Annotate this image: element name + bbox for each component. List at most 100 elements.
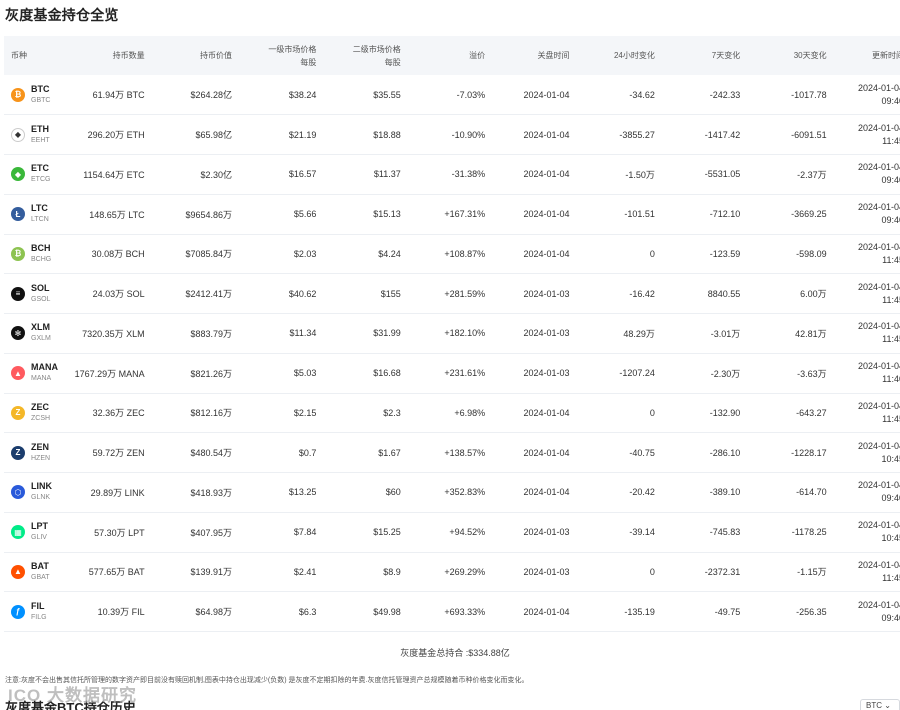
updated-time: 09:40 [881,95,900,106]
updated-date: 2024-01-04 [857,82,900,93]
coin-cell: ◆ ETH EEHT [4,114,65,155]
table-row[interactable]: Ł LTC LTCN 148.65万 LTC $9654.86万 $5.66 $15.13 +… [4,194,900,235]
updated-date: 2024-01-04 [857,241,900,252]
table-row[interactable]: Z ZEN HZEN 59.72万 ZEN $480.54万 $0.7 $1.67 +138.… [4,432,900,473]
change-24h-cell: -3855.27 [569,114,655,155]
change-7d-cell: -2.30万 [654,353,741,394]
value-cell: $7085.84万 [144,234,232,275]
updated-time: 09:40 [881,612,900,623]
updated-cell: 2024-01-04 10:45 [826,512,900,553]
secondary-price-cell: $2.3 [316,393,401,434]
total-holdings: 灰度基金总持合 :$334.88亿 [400,648,510,658]
zec-icon: Z [11,405,25,420]
secondary-price-cell: $49.98 [316,591,401,632]
mana-icon: ▲ [11,366,25,381]
updated-cell: 2024-01-04 09:40 [826,154,900,195]
value-cell: $65.98亿 [144,114,232,155]
updated-time: 10:45 [881,533,900,544]
table-row[interactable]: Z ZEC ZCSH 32.36万 ZEC $812.16万 $2.15 $2.3 +6.98… [4,393,900,434]
updated-cell: 2024-01-04 11:45 [826,552,900,593]
primary-price-cell: $5.66 [231,194,317,235]
updated-time: 11:45 [882,572,900,583]
primary-price-cell: $38.24 [231,75,317,116]
updated-date: 2024-01-04 [857,520,900,531]
change-7d-cell: -286.10 [654,432,741,473]
amount-cell: 30.08万 BCH [64,234,145,275]
change-24h-cell: 0 [569,234,655,275]
change-30d-cell: -1017.78 [740,75,827,116]
table-row[interactable]: ✻ XLM GXLM 7320.35万 XLM $883.79万 $11.34 $31.99… [4,313,900,354]
premium-cell: -31.38% [400,154,486,195]
col-primary-price-line2: 每股 [300,57,317,67]
table-row[interactable]: ◆ ETC ETCG 1154.64万 ETC $2.30亿 $16.57 $11.37 -3… [4,154,900,195]
primary-price-cell: $13.25 [231,472,317,513]
trust-symbol: ETCG [31,176,51,184]
col-close-date: 关盘时间 [485,36,570,75]
table-row[interactable]: ▲ BAT GBAT 577.65万 BAT $139.91万 $2.41 $8.9 +269… [4,552,900,593]
change-7d-cell: -389.10 [654,472,741,513]
trust-symbol: LTCN [31,216,49,224]
change-30d-cell: -256.35 [740,591,827,632]
premium-cell: +182.10% [400,313,486,354]
change-24h-cell: -34.62 [569,75,655,116]
table-row[interactable]: ≡ SOL GSOL 24.03万 SOL $2412.41万 $40.62 $155 +28… [4,273,900,314]
change-24h-cell: 0 [569,393,655,434]
amount-cell: 61.94万 BTC [64,75,145,116]
value-cell: $2412.41万 [144,273,232,314]
table-row[interactable]: ▦ LPT GLIV 57.30万 LPT $407.95万 $7.84 $15.25 +94… [4,512,900,553]
holdings-table: 币种 持币数量 持币价值 一级市场价格 每股 二级市场价格 每股 溢价 关盘时间 2… [4,36,900,632]
trust-symbol: GLNK [31,494,51,502]
table-row[interactable]: ◆ ETH EEHT 296.20万 ETH $65.98亿 $21.19 $18.88 -1… [4,114,900,155]
coin-cell: ₿ BTC GBTC [4,75,65,116]
watermark-logo: ICO 大数据研究 [8,686,137,705]
trust-symbol: MANA [31,375,52,383]
close-date-cell: 2024-01-04 [485,234,570,275]
amount-cell: 1767.29万 MANA [64,353,145,394]
change-30d-cell: -598.09 [740,234,827,275]
table-body: ₿ BTC GBTC 61.94万 BTC $264.28亿 $38.24 $35.55 -7… [4,75,900,632]
close-date-cell: 2024-01-04 [485,114,570,155]
col-updated: 更新时间 [826,36,900,75]
change-7d-cell: -712.10 [654,194,741,235]
close-date-cell: 2024-01-04 [485,472,570,513]
premium-cell: +138.57% [400,432,486,473]
lpt-icon: ▦ [11,525,25,540]
coin-symbol: ETH [31,123,49,134]
primary-price-cell: $40.62 [231,273,317,314]
table-row[interactable]: ⬡ LINK GLNK 29.89万 LINK $418.93万 $13.25 $60 +35… [4,472,900,513]
updated-time: 11:45 [882,334,900,345]
table-row[interactable]: ƒ FIL FILG 10.39万 FIL $64.98万 $6.3 $49.98 +693.… [4,591,900,632]
premium-cell: -7.03% [400,75,486,116]
table-row[interactable]: ▲ MANA MANA 1767.29万 MANA $821.26万 $5.03 $16.6… [4,353,900,394]
value-cell: $64.98万 [144,591,232,632]
secondary-price-cell: $4.24 [316,234,401,275]
change-30d-cell: -3.63万 [740,353,827,394]
trust-symbol: HZEN [31,454,51,462]
coin-symbol: MANA [31,362,58,373]
updated-time: 09:40 [881,493,900,504]
change-30d-cell: -1228.17 [740,432,827,473]
change-7d-cell: -242.33 [654,75,741,116]
updated-cell: 2024-01-04 11:45 [826,313,900,354]
amount-cell: 32.36万 ZEC [64,393,145,434]
change-7d-cell: 8840.55 [654,273,741,314]
change-30d-cell: -2.37万 [740,154,827,195]
change-30d-cell: -3669.25 [740,194,827,235]
amount-cell: 1154.64万 ETC [64,154,145,195]
updated-time: 11:45 [882,135,900,146]
coin-symbol: XLM [31,322,50,333]
change-7d-cell: -3.01万 [654,313,741,354]
table-row[interactable]: ₿ BCH BCHG 30.08万 BCH $7085.84万 $2.03 $4.24 +10… [4,234,900,275]
premium-cell: +231.61% [400,353,486,394]
updated-cell: 2024-01-04 09:40 [826,75,900,116]
premium-cell: +94.52% [400,512,486,553]
coin-select[interactable]: BTC ⌄ [860,699,900,710]
change-7d-cell: -5531.05 [654,154,741,195]
secondary-price-cell: $35.55 [316,75,401,116]
value-cell: $2.30亿 [144,154,232,195]
trust-symbol: GLIV [31,534,47,542]
col-change-7d: 7天变化 [654,36,741,75]
trust-symbol: GBTC [31,96,51,104]
table-row[interactable]: ₿ BTC GBTC 61.94万 BTC $264.28亿 $38.24 $35.55 -7… [4,75,900,116]
change-7d-cell: -132.90 [654,393,741,434]
